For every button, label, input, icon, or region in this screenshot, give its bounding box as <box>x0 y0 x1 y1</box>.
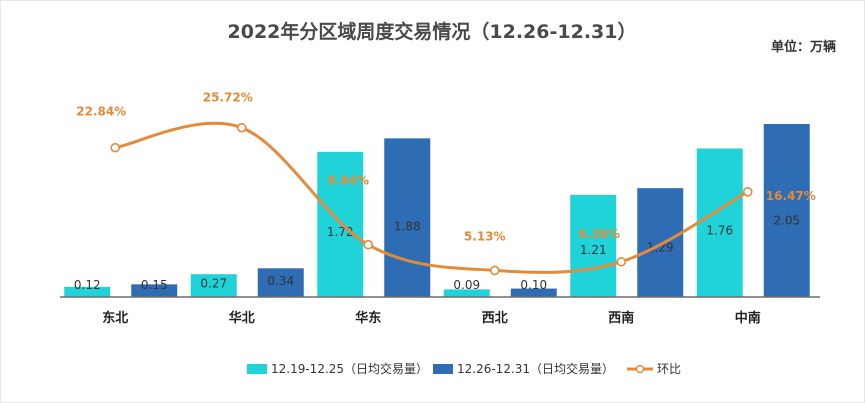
line-point-5 <box>742 187 753 197</box>
line-point-0 <box>110 142 121 153</box>
bar-label-series1-1: 0.27 <box>200 276 227 290</box>
line-point-2 <box>363 239 374 250</box>
line-label-2: 8.84% <box>327 174 369 188</box>
category-label-0: 东北 <box>102 310 128 326</box>
bar-label-series2-3: 0.10 <box>520 278 547 292</box>
category-labels: 东北 华北 华东 西北 西南 中南 <box>102 310 761 326</box>
bar-label-series2-2: 1.88 <box>394 219 421 233</box>
legend: 12.19-12.25（日均交易量） 12.26-12.31（日均交易量） 环比 <box>247 361 681 376</box>
line-point-3 <box>489 265 500 276</box>
legend-label-series1: 12.19-12.25（日均交易量） <box>271 361 428 376</box>
bar-label-series1-0: 0.12 <box>74 278 101 292</box>
bar-series1-2 <box>317 151 364 297</box>
bar-series1-0 <box>64 286 111 297</box>
line-label-0: 22.84% <box>76 105 126 119</box>
line-label-4: 6.38% <box>578 227 620 241</box>
line-label-1: 25.72% <box>203 91 253 105</box>
legend-marker-series3 <box>635 364 645 374</box>
line-label-3: 5.13% <box>464 229 506 243</box>
category-label-3: 西北 <box>482 311 508 326</box>
legend-label-series3: 环比 <box>657 362 681 376</box>
bar-series2-2 <box>384 138 431 297</box>
line-point-1 <box>236 122 247 133</box>
line-point-4 <box>616 256 627 267</box>
bar-series1-1 <box>190 274 237 297</box>
line-series-path <box>113 121 750 274</box>
bar-series2-5 <box>763 124 810 297</box>
bar-series1-3 <box>443 289 490 297</box>
bar-label-series2-5: 2.05 <box>773 213 800 227</box>
legend-swatch-series1 <box>247 364 267 374</box>
category-label-2: 华东 <box>355 310 381 326</box>
bar-series2-1 <box>257 268 304 297</box>
line-series-group: 22.84% 25.72% 8.84% 5.13% 6.38% 16.47% <box>76 91 816 276</box>
bars-group: 0.12 0.15 0.27 0.341.72 1.880.09 0.101.21 1.29… <box>64 124 810 297</box>
bar-label-series1-4: 1.21 <box>580 243 607 257</box>
bar-series1-5 <box>696 148 743 297</box>
bar-label-series2-1: 0.34 <box>267 274 294 288</box>
bar-label-series1-5: 1.76 <box>706 224 733 238</box>
bar-series2-0 <box>131 284 178 297</box>
bar-series2-4 <box>637 188 684 297</box>
bar-series2-3 <box>510 288 557 297</box>
legend-swatch-series2 <box>433 364 453 374</box>
line-label-5: 16.47% <box>766 189 816 203</box>
bar-label-series1-3: 0.09 <box>453 278 480 292</box>
category-label-1: 华北 <box>229 310 255 326</box>
chart-title: 2022年分区域周度交易情况（12.26-12.31） <box>228 20 637 43</box>
category-label-5: 中南 <box>735 310 761 326</box>
bar-label-series2-0: 0.15 <box>141 278 168 292</box>
legend-label-series2: 12.26-12.31（日均交易量） <box>457 361 614 376</box>
bar-series1-4 <box>570 194 617 297</box>
bar-label-series2-4: 1.29 <box>647 240 674 254</box>
category-label-4: 西南 <box>608 310 634 326</box>
unit-label: 单位：万辆 <box>771 39 836 55</box>
